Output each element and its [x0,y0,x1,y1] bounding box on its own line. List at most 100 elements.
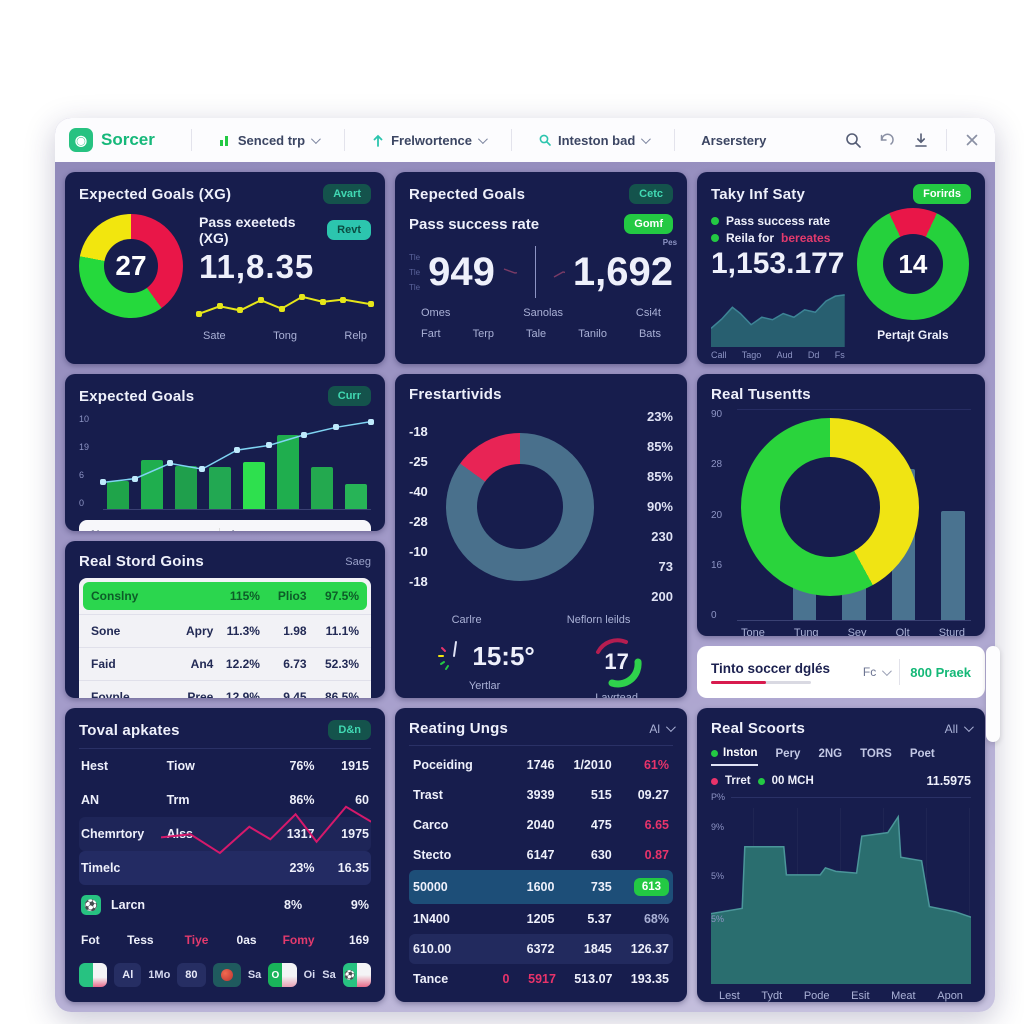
legend-label: Pass success rate [726,214,831,228]
panel-badge[interactable]: Curr [327,386,371,406]
table-row[interactable]: Hest Tiow 76% 1915 [81,759,369,773]
logo-text: Sorcer [101,130,155,149]
divider [674,129,676,151]
xg-x-labels: Sate Tong Relp [203,330,367,342]
panel-title: Expected Goals (XG) [79,185,232,203]
table-row[interactable]: 1N400 1205 5.37 68% [413,912,669,926]
download-icon[interactable] [912,131,930,149]
chip-label[interactable]: Sa [322,969,336,981]
gauge-label: Layrtead [595,692,639,698]
table-row[interactable]: Plarco0064061.78 [409,994,673,1002]
progress-bar [711,680,811,684]
panel-reating-ungs: Reating Ungs Al Poceiding 1746 1/2010 61% T… [395,708,687,1002]
table-row[interactable]: Conslny 115% Plio3 97.5% [83,582,367,610]
chip[interactable]: 80 [177,963,206,987]
panel-real-stord-goins: Real Stord Goins Saeg Conslny 115% Plio3 97… [65,541,385,698]
chip[interactable]: Al [114,963,142,987]
panel-badge[interactable]: Forirds [913,184,971,204]
table-row[interactable]: Faid An4 12.2% 6.73 52.3% [79,647,371,680]
app-window: ◉ Sorcer Senced trp Frelwortence Intesto… [55,118,1000,1012]
app-logo[interactable]: ◉ Sorcer [69,128,155,152]
panel-taky-inf-saty: Taky Inf Saty Forirds Pass success rate … [697,172,985,364]
legend-dot [711,217,719,225]
chevron-down-icon [311,133,321,144]
nav-senced-trp[interactable]: Senced trp [202,133,334,148]
table-row[interactable]: AN Trm 86% 60 [81,793,369,807]
panel-title: Repected Goals [409,185,526,203]
panel-badge[interactable]: D&n [328,720,371,740]
divider [510,129,512,151]
scroll-handle[interactable] [986,646,1000,742]
mid-labels: Omes Sanolas Csi4t [421,307,661,319]
table-row[interactable]: ⚽ Larcn 8% 9% [79,885,371,925]
expected-goals-bars [103,414,371,509]
gauge-layrtead: 17 Layrtead [586,636,648,698]
nav-inteston-bad[interactable]: Inteston bad [522,133,664,148]
sparkline-decoration [503,268,517,274]
table-row[interactable]: Tance 0 5917 513.07 193.35 [413,972,669,986]
ball-chip[interactable] [212,963,241,987]
dashboard-grid: Expected Goals (XG) Avart 27 Pass exeete… [55,162,995,1012]
donut-value: 14 [898,248,928,279]
tusentts-donut-chart [741,418,919,596]
tab-poet[interactable]: Poet [909,748,935,760]
table-row[interactable]: Timelc 23% 16.35 [79,851,371,885]
filter-dropdown[interactable]: Al [649,722,676,736]
panel-title: Reating Ungs [409,720,509,737]
table-row[interactable]: Carco 2040 475 6.65 [413,818,669,832]
flag-chip[interactable]: ⚽ [342,963,371,987]
table-row[interactable]: Sone Apry 11.3% 1.98 11.1% [79,614,371,647]
team-icon: ⚽ [81,895,101,915]
table-row[interactable]: Foyple Pree 12.9% 9.45 86.5% [79,680,371,698]
panel-title: Expected Goals [79,387,195,405]
xg-big-value: 11,8.35 [199,248,315,285]
sub-label: Pass success rate [409,215,540,233]
panel-badge[interactable]: Cetc [629,184,673,204]
area-series [711,808,971,984]
xg-sparkline [196,290,374,324]
tab-pery[interactable]: Pery [775,748,801,760]
nav-frelwortence[interactable]: Frelwortence [355,133,501,148]
legend-label: Reila for [726,231,775,245]
sub-badge[interactable]: Revt [327,220,371,240]
table-row[interactable]: Fot Tess Tiye 0as Fomy 169 [81,933,369,947]
gauge-value: 17 [604,649,629,674]
chevron-down-icon [477,133,488,144]
flag-chip[interactable] [79,963,108,987]
status-dot [711,777,718,785]
chip-label[interactable]: Oi [303,969,316,981]
panel-expected-goals: Expected Goals Curr 10 19 6 0 [65,374,385,531]
table-row[interactable]: 610.00 6372 1845 126.37 [409,934,673,964]
fc-dropdown[interactable]: Fc [863,665,893,679]
nav-arserstery[interactable]: Arserstery [685,133,782,148]
panel-repected-goals: Repected Goals Cetc Pass success rate Go… [395,172,687,364]
close-icon[interactable] [963,131,981,149]
xg-donut-chart: 27 [79,214,183,318]
chip-label[interactable]: Sa [247,969,262,981]
panel-badge[interactable]: Avart [323,184,371,204]
taky-area-chart [711,285,845,347]
table-row[interactable]: Stecto 6147 630 0.87 [413,848,669,862]
nav-label: Frelwortence [391,132,472,148]
table-row-selected[interactable]: 50000 1600 735 613 [409,870,673,904]
tab-tors[interactable]: TORS [860,748,892,760]
filter-dropdown[interactable]: All [945,722,974,736]
tab-inston[interactable]: Inston [711,747,758,766]
undo-icon[interactable] [878,131,896,149]
tab-2ng[interactable]: 2NG [818,748,843,760]
badge-chip[interactable]: O [268,963,297,987]
gauge-label: Yertlar [468,680,501,692]
panel-title: Real Stord Goins [79,553,204,570]
legend: Pass success rate Reila for bereates [711,214,845,245]
panel-title: Toval apkates [79,721,180,739]
stat-name: Nnons [91,528,219,531]
card-title: Tinto soccer dglés [711,660,831,676]
table-row[interactable]: Poceiding 1746 1/2010 61% [413,758,669,772]
table-row[interactable]: Trast 3939 515 09.27 [413,788,669,802]
chip-label[interactable]: 1Mo [148,969,171,981]
search-icon[interactable] [844,131,862,149]
prack-button[interactable]: 800 Praek [910,664,971,680]
sub-badge[interactable]: Gomf [624,214,673,234]
gauge-value: 15:5° [472,640,535,671]
gauge-ticks-icon [438,641,458,670]
